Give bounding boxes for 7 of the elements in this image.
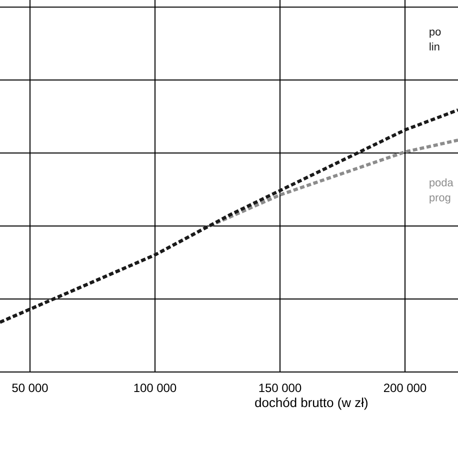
x-tick-label: 150 000 [259,384,302,392]
x-tick-label: 100 000 [134,384,176,392]
x-tick-label: 50 000 [12,384,48,392]
x-tick-label: 200 000 [384,384,426,392]
text: po lin [430,30,441,50]
text: poda prog [430,178,454,204]
x-axis-title: dochód brutto (w zł) [255,398,368,410]
